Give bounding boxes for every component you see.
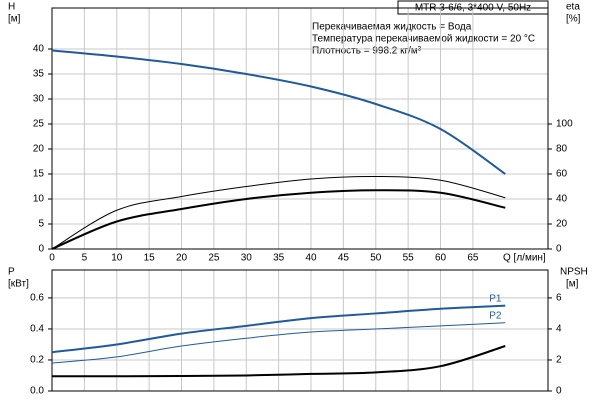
y-tick-label: 0.2 [30,355,44,366]
y-tick-label: 10 [33,194,45,205]
x-tick-label: 40 [305,253,317,264]
x-tick-label: 50 [370,253,382,264]
x-tick-label: 20 [176,253,188,264]
legend-label: P2 [489,310,502,321]
y2-tick-label: 80 [556,144,568,155]
y2-tick-label: 100 [556,119,573,130]
y2-tick-label: 2 [556,355,562,366]
y2-axis-label: NPSH [560,267,588,278]
y-tick-label: 30 [33,94,45,105]
y-axis-label: H [8,2,15,13]
series-line [51,345,506,378]
legend-label: P1 [489,293,502,304]
y2-tick-label: 40 [556,194,568,205]
x-tick-label: 15 [144,253,156,264]
y2-axis-unit: [%] [566,14,581,25]
y-tick-label: 25 [33,119,45,130]
x-tick-label: 65 [467,253,479,264]
y-axis-unit: [кВт] [8,279,29,290]
y-tick-label: 35 [33,69,45,80]
y-tick-label: 0 [38,244,44,255]
y-tick-label: 20 [33,144,45,155]
x-tick-label: 55 [403,253,415,264]
y-tick-label: 0.0 [30,386,44,397]
x-tick-label: 0 [49,253,55,264]
y-tick-label: 0.4 [30,324,44,335]
y-tick-label: 0.6 [30,293,44,304]
annotation: Температура перекачиваемой жидкости = 20… [312,34,535,45]
series-line [51,175,506,250]
plot-frame [51,269,549,392]
annotation: Плотность = 998.2 кг/м³ [312,46,422,57]
x-tick-label: 5 [82,253,88,264]
y2-tick-label: 6 [556,293,562,304]
x-tick-label: 10 [111,253,123,264]
y2-tick-label: 60 [556,169,568,180]
y2-axis-unit: [м] [566,279,579,290]
y-axis-label: P [8,267,15,278]
y2-tick-label: 0 [556,386,562,397]
y-axis-unit: [м] [8,14,21,25]
y2-tick-label: 20 [556,219,568,230]
x-tick-label: 35 [273,253,285,264]
y2-tick-label: 0 [556,244,562,255]
series-line [51,49,506,175]
x-axis-label: Q [л/мин] [503,253,546,264]
y-tick-label: 5 [38,219,44,230]
x-tick-label: 30 [241,253,253,264]
y-tick-label: 15 [33,169,45,180]
series-line [51,189,506,250]
x-tick-label: 60 [435,253,447,264]
plot-frame [51,7,549,250]
y-tick-label: 40 [33,44,45,55]
series-line [51,322,506,364]
y2-tick-label: 4 [556,324,562,335]
y2-axis-label: eta [566,2,580,13]
x-tick-label: 45 [338,253,350,264]
annotation: Перекачиваемая жидкость = Вода [312,22,472,33]
series-line [51,304,506,354]
x-tick-label: 25 [208,253,220,264]
